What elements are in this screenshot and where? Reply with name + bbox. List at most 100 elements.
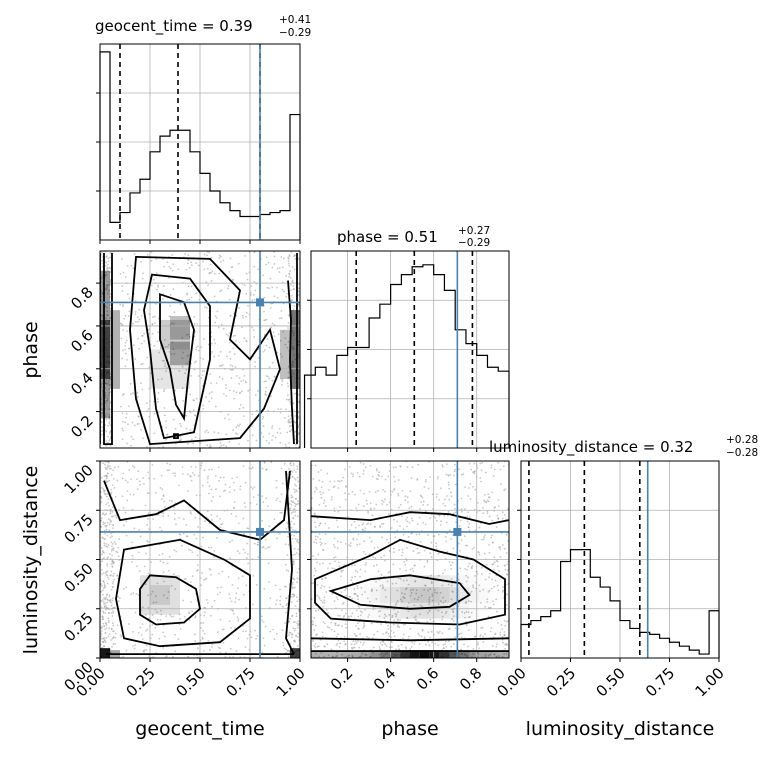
sample-point bbox=[318, 533, 321, 535]
sample-point bbox=[285, 569, 288, 572]
sample-point bbox=[100, 525, 103, 528]
sample-point bbox=[222, 628, 225, 631]
sample-point bbox=[241, 326, 243, 329]
sample-point bbox=[353, 643, 356, 646]
sample-point bbox=[465, 574, 468, 577]
sample-point bbox=[290, 503, 293, 506]
sample-point bbox=[124, 348, 127, 351]
sample-point bbox=[400, 554, 403, 557]
sample-point bbox=[111, 484, 114, 486]
sample-point bbox=[387, 632, 390, 635]
sample-point bbox=[503, 653, 505, 655]
sample-point bbox=[424, 523, 427, 526]
sample-point bbox=[100, 295, 103, 298]
sample-point bbox=[291, 593, 294, 596]
sample-point bbox=[357, 605, 360, 608]
sample-point bbox=[243, 374, 246, 377]
sample-point bbox=[293, 420, 296, 423]
sample-point bbox=[101, 560, 103, 563]
sample-point bbox=[469, 482, 472, 485]
sample-point bbox=[429, 476, 432, 478]
sample-point bbox=[112, 549, 115, 551]
sample-point bbox=[256, 543, 259, 546]
sample-point bbox=[191, 472, 194, 474]
sample-point bbox=[100, 490, 102, 493]
sample-point bbox=[147, 572, 150, 575]
sample-point bbox=[180, 425, 183, 428]
sample-point bbox=[313, 512, 316, 515]
sample-point bbox=[403, 593, 406, 596]
sample-point bbox=[367, 616, 370, 618]
sample-point bbox=[342, 476, 345, 479]
sample-point bbox=[210, 488, 213, 491]
sample-point bbox=[283, 290, 285, 293]
sample-point bbox=[448, 498, 451, 501]
sample-point bbox=[109, 444, 112, 447]
sample-point bbox=[444, 568, 446, 571]
sample-point bbox=[437, 603, 440, 605]
sample-point bbox=[279, 511, 282, 514]
density-cell bbox=[100, 319, 110, 380]
sample-point bbox=[171, 253, 174, 256]
sample-point bbox=[280, 467, 283, 470]
sample-point bbox=[109, 599, 112, 602]
sample-point bbox=[279, 595, 282, 598]
sample-point bbox=[444, 504, 447, 507]
sample-point bbox=[105, 444, 107, 447]
sample-point bbox=[318, 596, 320, 598]
sample-point bbox=[468, 523, 471, 525]
sample-point bbox=[296, 490, 298, 493]
sample-point bbox=[496, 560, 499, 563]
sample-point bbox=[488, 515, 491, 518]
sample-point bbox=[113, 606, 116, 609]
sample-point bbox=[414, 580, 416, 583]
sample-point bbox=[371, 588, 373, 591]
sample-point bbox=[101, 589, 104, 592]
sample-point bbox=[262, 501, 265, 503]
sample-point bbox=[413, 616, 416, 619]
sample-point bbox=[122, 524, 125, 527]
sample-point bbox=[492, 600, 495, 603]
sample-point bbox=[239, 423, 241, 426]
sample-point bbox=[296, 622, 298, 625]
sample-point bbox=[109, 295, 111, 298]
sample-point bbox=[358, 646, 361, 649]
sample-point bbox=[266, 338, 269, 340]
sample-point bbox=[444, 640, 447, 643]
sample-point bbox=[375, 580, 377, 583]
sample-point bbox=[288, 314, 290, 317]
sample-point bbox=[193, 633, 196, 636]
sample-point bbox=[499, 548, 502, 551]
sample-point bbox=[474, 574, 477, 577]
sample-point bbox=[387, 624, 389, 627]
sample-point bbox=[343, 564, 346, 566]
sample-point bbox=[292, 464, 295, 467]
sample-point bbox=[110, 488, 113, 491]
sample-point bbox=[157, 400, 159, 403]
sample-point bbox=[169, 293, 172, 296]
sample-point bbox=[410, 645, 413, 648]
sample-point bbox=[114, 642, 117, 645]
sample-point bbox=[124, 421, 127, 424]
sample-point bbox=[334, 545, 336, 548]
sample-point bbox=[196, 554, 199, 557]
density-cell bbox=[459, 650, 470, 658]
sample-point bbox=[414, 618, 417, 621]
sample-point bbox=[458, 525, 461, 527]
sample-point bbox=[487, 500, 490, 503]
sample-point bbox=[357, 598, 359, 601]
density-cell bbox=[170, 316, 190, 340]
sample-point bbox=[253, 281, 256, 283]
sample-point bbox=[109, 557, 112, 560]
sample-point bbox=[401, 548, 404, 551]
sample-point bbox=[186, 473, 189, 476]
sample-point bbox=[103, 581, 106, 584]
sample-point bbox=[188, 298, 191, 301]
sample-point bbox=[468, 487, 470, 489]
sample-point bbox=[428, 644, 431, 647]
sample-point bbox=[122, 472, 125, 475]
sample-point bbox=[292, 516, 295, 519]
sample-point bbox=[143, 565, 146, 568]
sample-point bbox=[261, 619, 264, 622]
sample-point bbox=[112, 547, 115, 550]
